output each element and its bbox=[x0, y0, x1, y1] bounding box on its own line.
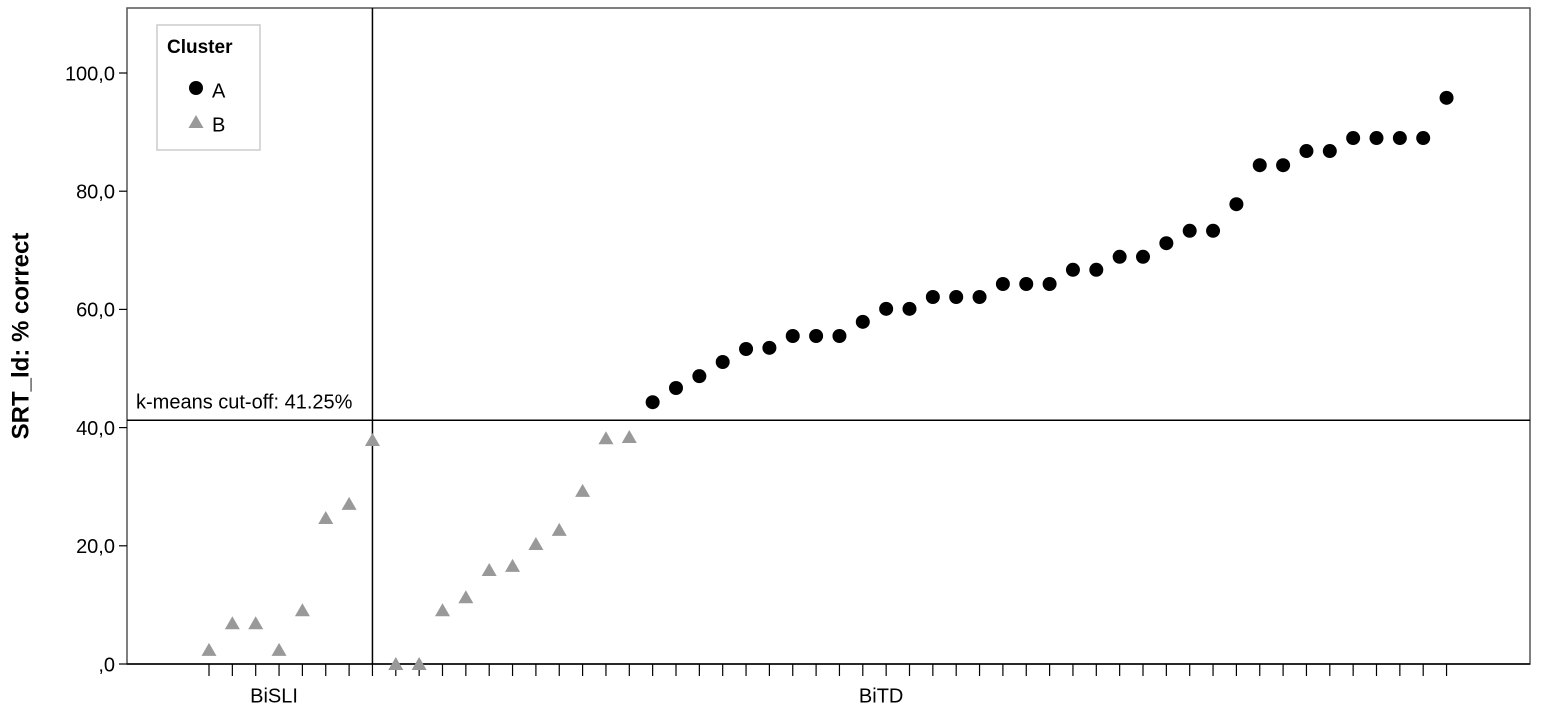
point bbox=[902, 301, 917, 316]
point bbox=[645, 395, 660, 410]
point bbox=[715, 355, 730, 370]
point bbox=[762, 340, 777, 355]
point bbox=[855, 314, 870, 329]
point bbox=[1019, 276, 1034, 291]
plot-frame bbox=[126, 7, 1531, 665]
point bbox=[949, 289, 964, 304]
point bbox=[621, 430, 637, 444]
point bbox=[692, 369, 707, 384]
x-tick-label: BiSLI bbox=[250, 685, 298, 707]
point bbox=[1065, 262, 1080, 277]
point bbox=[551, 522, 567, 536]
point bbox=[1182, 223, 1197, 238]
point bbox=[528, 537, 544, 551]
point bbox=[925, 289, 940, 304]
point bbox=[1369, 131, 1384, 146]
point bbox=[318, 511, 334, 525]
legend-marker bbox=[188, 115, 204, 128]
point bbox=[575, 483, 591, 497]
point bbox=[224, 616, 240, 630]
point bbox=[1276, 158, 1291, 173]
cutoff-label: k-means cut-off: 41.25% bbox=[136, 391, 353, 413]
x-tick-label: BiTD bbox=[859, 685, 903, 707]
point bbox=[879, 301, 894, 316]
point bbox=[248, 616, 264, 630]
point bbox=[809, 329, 824, 343]
legend-label: A bbox=[212, 80, 226, 102]
y-tick-label: 60,0 bbox=[76, 300, 115, 322]
point bbox=[411, 657, 427, 670]
legend-marker bbox=[189, 81, 203, 95]
point bbox=[1299, 144, 1314, 159]
point bbox=[1042, 276, 1057, 291]
point bbox=[669, 381, 683, 396]
point bbox=[972, 289, 987, 304]
point bbox=[598, 431, 614, 445]
y-tick-label: 80,0 bbox=[76, 181, 115, 203]
point bbox=[1206, 223, 1221, 238]
point bbox=[481, 563, 497, 577]
y-axis-title: SRT_ld: % correct bbox=[7, 233, 34, 440]
point bbox=[1416, 131, 1431, 146]
point bbox=[832, 329, 847, 343]
point bbox=[201, 642, 217, 656]
point bbox=[388, 657, 404, 670]
point bbox=[341, 496, 357, 510]
point bbox=[271, 642, 287, 656]
y-tick-label: 100,0 bbox=[65, 63, 115, 85]
point bbox=[505, 558, 521, 572]
y-tick-label: 40,0 bbox=[76, 418, 115, 440]
point bbox=[294, 603, 310, 617]
point bbox=[1229, 197, 1244, 212]
point bbox=[785, 329, 800, 343]
y-tick-label: ,0 bbox=[98, 654, 115, 676]
point bbox=[1252, 158, 1267, 173]
legend-label: B bbox=[212, 114, 225, 136]
point bbox=[1322, 144, 1337, 159]
point bbox=[435, 603, 450, 617]
point bbox=[1089, 262, 1104, 277]
point bbox=[995, 276, 1010, 291]
point bbox=[1439, 90, 1454, 105]
point bbox=[364, 433, 380, 447]
point bbox=[1112, 249, 1127, 264]
legend-title: Cluster bbox=[167, 37, 233, 58]
point bbox=[1159, 236, 1174, 251]
point bbox=[1392, 131, 1407, 146]
point bbox=[1346, 131, 1361, 146]
point bbox=[739, 342, 754, 357]
legend-box bbox=[156, 24, 261, 151]
point bbox=[1136, 249, 1150, 264]
y-tick-label: 20,0 bbox=[76, 536, 115, 558]
point bbox=[458, 590, 474, 604]
